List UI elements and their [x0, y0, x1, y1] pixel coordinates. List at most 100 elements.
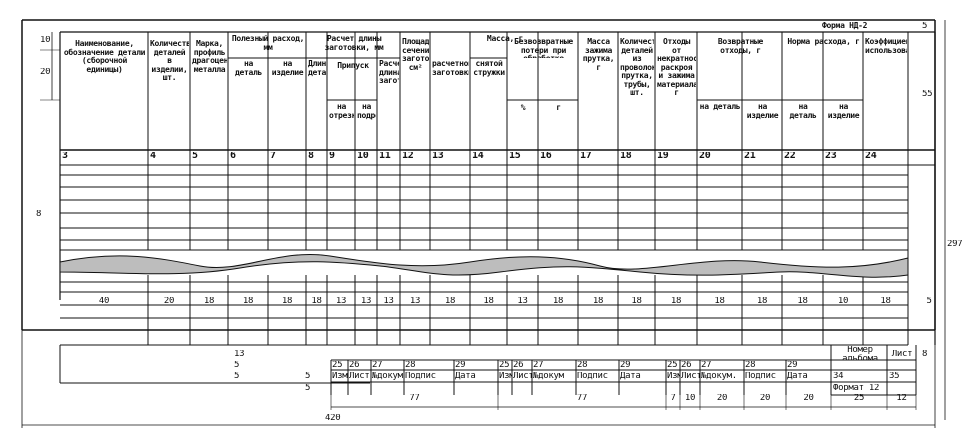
width-dimension: 18	[880, 297, 891, 306]
width-dimension: 18	[311, 297, 322, 306]
width-dimension: 18	[592, 297, 604, 306]
column-number-5: 5	[192, 152, 198, 161]
column-header-9: на отрезку	[329, 103, 354, 120]
column-header-24: Коэффициент использования	[865, 38, 907, 55]
left-title-dimension: 5	[234, 372, 240, 381]
title-cell-label: №докум.	[701, 372, 737, 381]
column-header-3: Наименование, обозначение детали (сбороч…	[63, 40, 146, 74]
column-number-16: 16	[540, 152, 552, 161]
width-dimension: 40	[98, 297, 110, 306]
album-label: Номер альбома	[842, 346, 878, 360]
column-number-13: 13	[432, 152, 444, 161]
column-number-21: 21	[744, 152, 756, 161]
width-dimension: 5	[926, 297, 932, 306]
column-header-16: г	[556, 104, 561, 112]
title-cell-number: 29	[455, 361, 466, 370]
bottom-dimension: 20	[716, 394, 728, 403]
title-cell-number: 29	[620, 361, 631, 370]
column-number-6: 6	[230, 152, 236, 161]
title-cell-label: Подпис	[577, 372, 608, 381]
title-cell-number: 26	[513, 361, 524, 370]
bottom-dimension: 10	[684, 394, 696, 403]
title-cell-label: Дата	[787, 372, 808, 381]
column-number-22: 22	[784, 152, 796, 161]
bottom-dimension: 20	[803, 394, 814, 403]
column-number-10: 10	[357, 152, 369, 161]
title-cell-number: 29	[787, 361, 798, 370]
break-line	[59, 254, 909, 278]
width-dimension: 13	[360, 297, 372, 306]
width-dimension: 18	[670, 297, 682, 306]
group-header: Полезный расход, мм	[231, 35, 305, 52]
column-header-8: Длина детали	[308, 60, 326, 77]
bottom-dimension: 20	[759, 394, 771, 403]
column-header-13: расчетной заготовки	[432, 60, 469, 77]
width-dimension: 13	[383, 297, 394, 306]
column-header-23: на изделие	[827, 103, 860, 120]
column-header-17: Масса зажима прутка, г	[582, 38, 615, 72]
group-header: Норма расхода, г	[787, 38, 860, 46]
left-top-dimension: 20	[40, 68, 51, 77]
right-header-dimension: 55	[922, 90, 933, 99]
width-dimension: 10	[837, 297, 849, 306]
column-header-14: снятой стружки	[473, 60, 505, 77]
title-cell-number: 25	[667, 361, 678, 370]
column-number-8: 8	[308, 152, 314, 161]
left-top-dimension: 10	[40, 36, 51, 45]
bottom-dimension: 77	[409, 394, 420, 403]
width-dimension: 18	[242, 297, 254, 306]
width-dimension: 18	[203, 297, 215, 306]
column-number-14: 14	[472, 152, 484, 161]
group-header: Безвозвратные потери при обработке детал…	[514, 38, 573, 58]
column-header-6: на деталь	[234, 60, 263, 77]
right-form-dimension: 5	[922, 22, 928, 31]
sheet-number: 35	[889, 372, 900, 381]
group-header: Масса, г	[486, 35, 524, 43]
width-dimension: 18	[797, 297, 808, 306]
title-cell-label: Подпис	[745, 372, 776, 381]
width-dimension: 13	[517, 297, 528, 306]
column-number-19: 19	[657, 152, 669, 161]
title-cell-number: 27	[533, 361, 544, 370]
total-width-dimension: 420	[325, 414, 341, 423]
bottom-dimension: 77	[576, 394, 588, 403]
title-cell-number: 28	[745, 361, 756, 370]
column-header-21: на изделие	[746, 103, 779, 120]
column-number-9: 9	[329, 152, 335, 161]
bottom-dimension: 12	[896, 394, 907, 403]
row-pitch-dimension: 8	[36, 210, 42, 219]
title-cell-label: Лист	[349, 372, 370, 381]
title-cell-number: 27	[701, 361, 712, 370]
group-header: Возвратные отходы, г	[717, 38, 764, 55]
title-cell-label: Подпис	[405, 372, 436, 381]
title-cell-number: 28	[405, 361, 416, 370]
title-cell-label: Дата	[455, 372, 476, 381]
title-cell-number: 26	[349, 361, 360, 370]
column-header-11: Расчетная длина заготовки	[379, 60, 399, 85]
left-bottom-dimension: 5	[305, 384, 311, 393]
left-title-dimension: 5	[234, 361, 240, 370]
column-header-5: Марка, профиль драгоценного металла	[192, 40, 227, 74]
total-height-dimension: 297	[947, 240, 963, 249]
width-dimension: 18	[552, 297, 564, 306]
column-header-12: Площадь сечения заготовки, см²	[402, 38, 429, 72]
column-header-19: Отходы от некратности раскроя и зажима м…	[657, 38, 696, 97]
column-number-15: 15	[509, 152, 521, 161]
column-number-12: 12	[402, 152, 414, 161]
title-cell-number: 28	[577, 361, 588, 370]
album-number: 34	[833, 372, 844, 381]
width-dimension: 18	[483, 297, 494, 306]
column-header-22: на деталь	[789, 103, 817, 120]
column-header-7: на изделие	[271, 60, 304, 77]
title-cell-number: 26	[681, 361, 692, 370]
title-cell-label: Лист	[513, 372, 532, 381]
column-number-23: 23	[825, 152, 837, 161]
group-header: Расчет длины заготовки, мм	[324, 35, 384, 52]
title-cell-label: Изм	[499, 372, 512, 381]
column-header-4: Количество деталей в изделии, шт.	[150, 40, 189, 82]
format-label: Формат 12	[833, 384, 880, 393]
title-cell-label: №докум	[533, 372, 564, 381]
title-cell-label: Изм	[332, 372, 348, 381]
column-number-4: 4	[150, 152, 156, 161]
